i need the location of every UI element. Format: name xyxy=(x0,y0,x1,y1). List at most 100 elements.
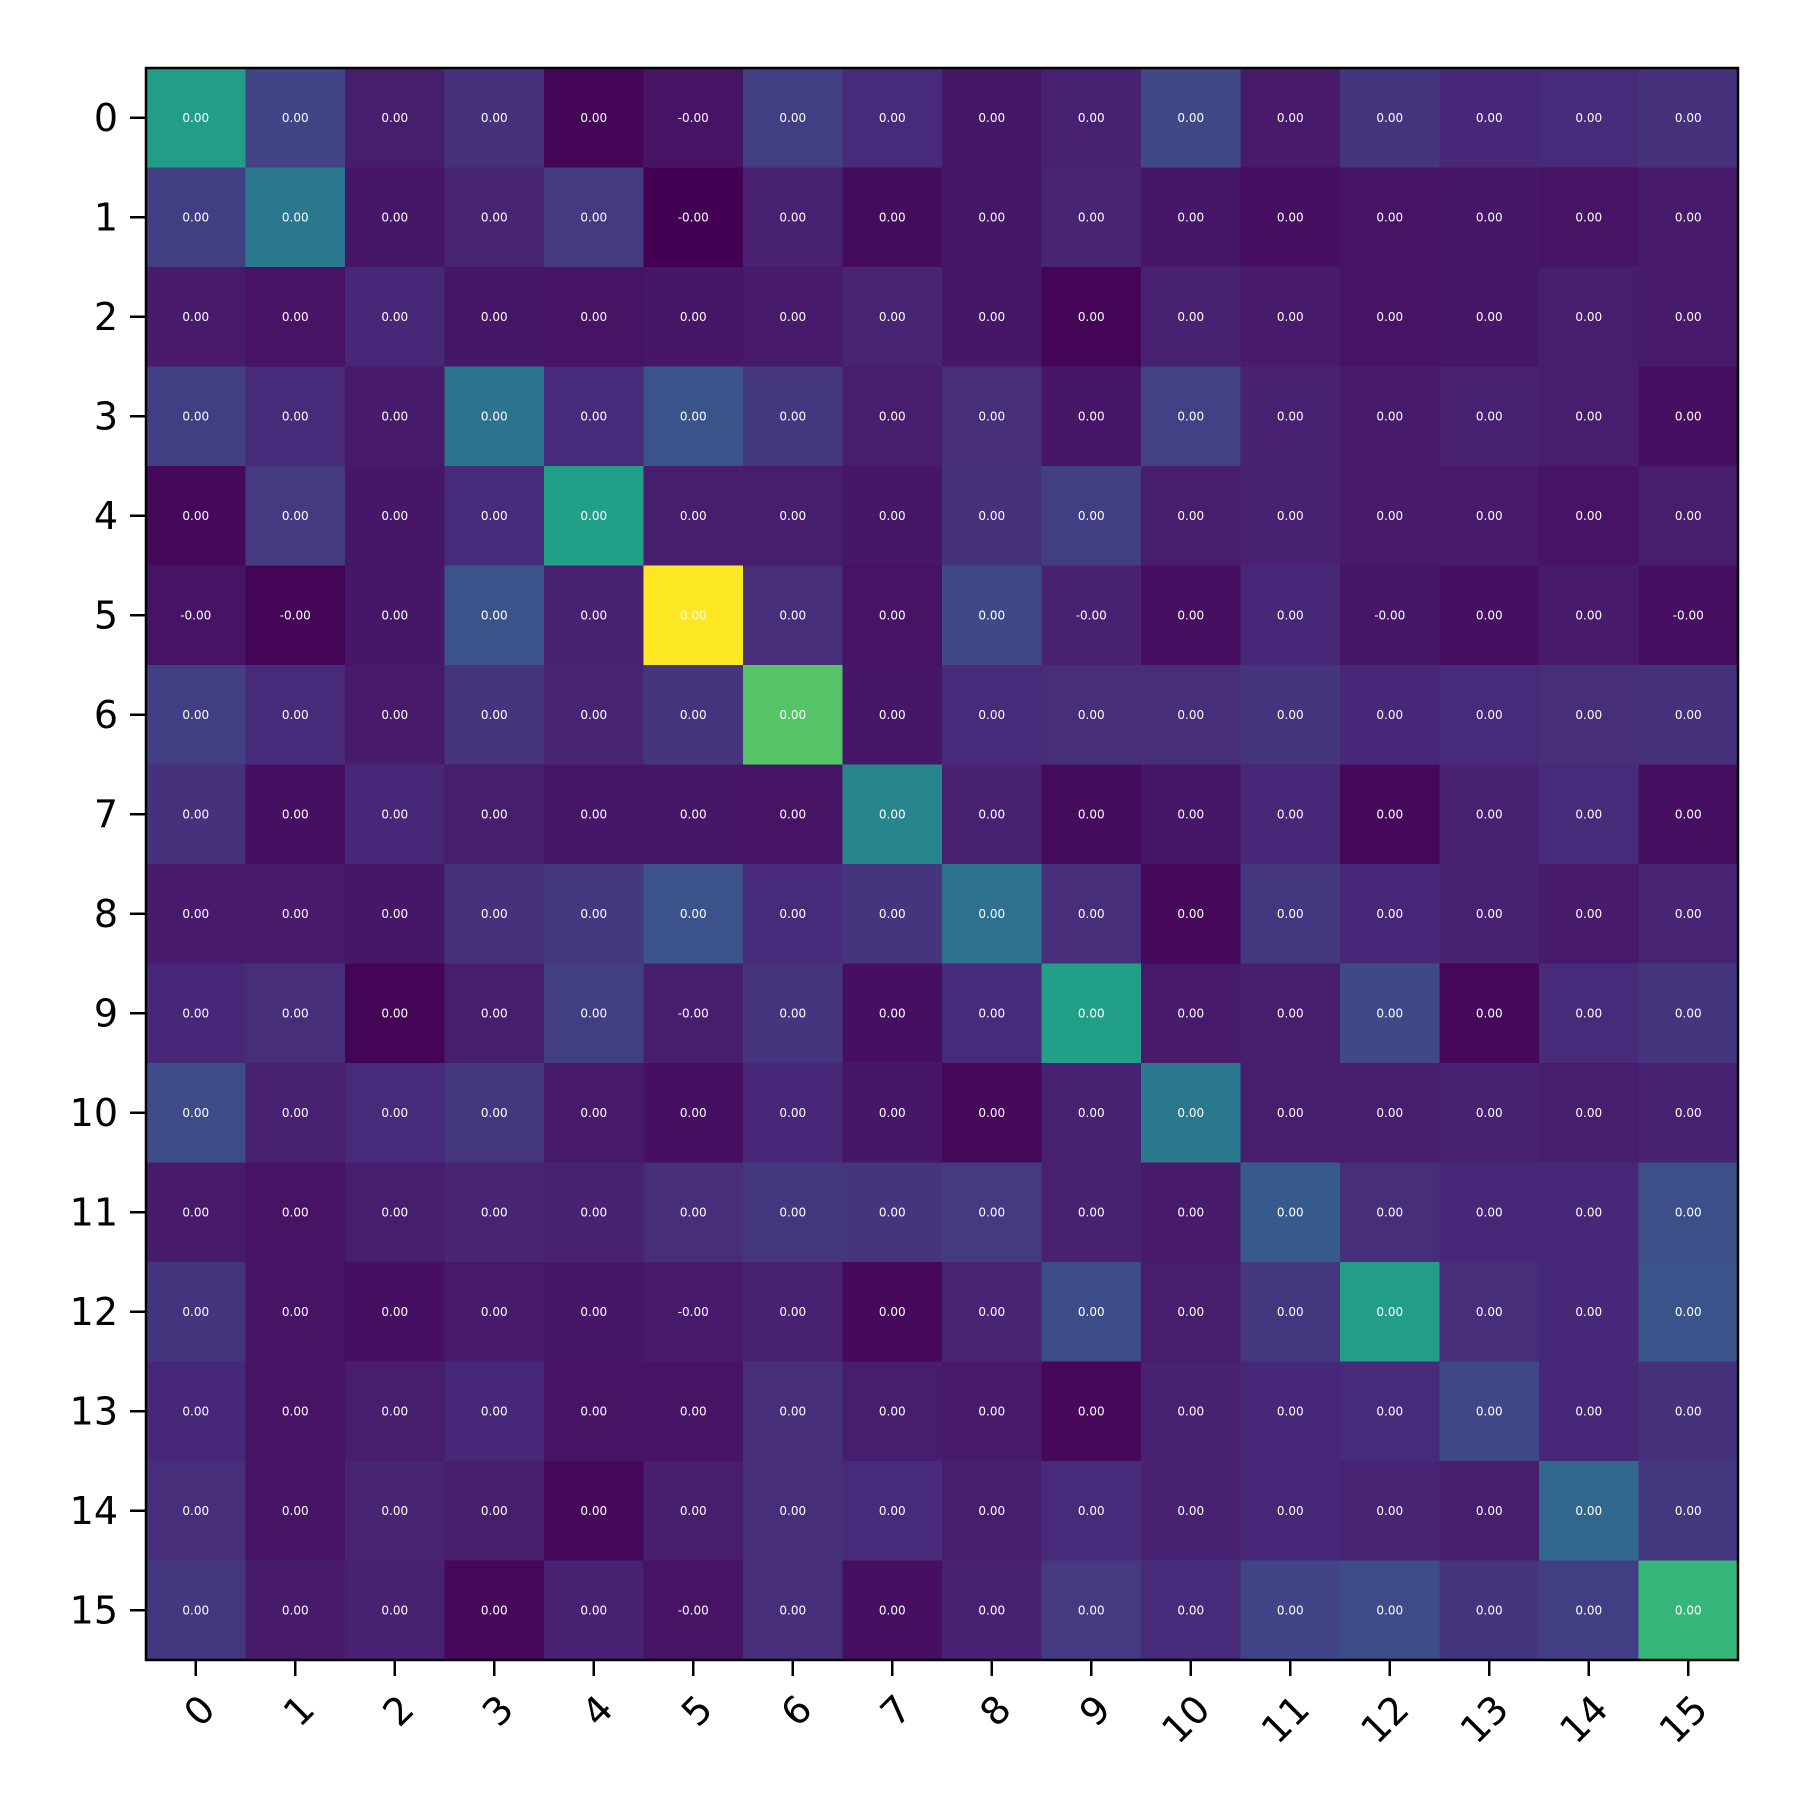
cell-label-3-15: 0.00 xyxy=(1675,409,1702,423)
heatmap-cell-7-11 xyxy=(1240,764,1341,865)
heatmap-cell-6-0 xyxy=(146,665,247,766)
heatmap-cell-8-11 xyxy=(1240,864,1341,965)
heatmap-cell-1-2 xyxy=(345,167,446,268)
cell-label-1-14: 0.00 xyxy=(1575,210,1602,224)
heatmap-cell-15-12 xyxy=(1340,1560,1441,1661)
cell-label-3-4: 0.00 xyxy=(580,409,607,423)
cell-label-2-11: 0.00 xyxy=(1277,310,1304,324)
cell-label-13-15: 0.00 xyxy=(1675,1404,1702,1418)
cell-label-9-4: 0.00 xyxy=(580,1006,607,1020)
cell-label-3-5: 0.00 xyxy=(680,409,707,423)
cell-label-13-6: 0.00 xyxy=(779,1404,806,1418)
cell-label-6-10: 0.00 xyxy=(1177,708,1204,722)
heatmap-cell-4-14 xyxy=(1539,466,1640,567)
heatmap-cell-5-11 xyxy=(1240,565,1341,666)
cell-label-6-6: 0.00 xyxy=(779,708,806,722)
heatmap-cell-9-1 xyxy=(245,963,346,1064)
cell-label-9-8: 0.00 xyxy=(978,1006,1005,1020)
heatmap-cell-1-10 xyxy=(1141,167,1242,268)
heatmap-cell-12-6 xyxy=(743,1262,844,1363)
y-tick-label-5: 5 xyxy=(94,593,118,637)
x-axis: 0 1 2 3 4 5 6 7 8 9 10 11 12 13 14 15 xyxy=(175,1660,1716,1752)
heatmap-cell-7-14 xyxy=(1539,764,1640,865)
heatmap-cell-1-1 xyxy=(245,167,346,268)
cell-label-8-7: 0.00 xyxy=(879,907,906,921)
cell-label-12-2: 0.00 xyxy=(381,1305,408,1319)
heatmap-cell-6-4 xyxy=(544,665,645,766)
heatmap-cell-9-10 xyxy=(1141,963,1242,1064)
cell-label-1-6: 0.00 xyxy=(779,210,806,224)
heatmap-cell-13-8 xyxy=(942,1361,1043,1462)
cell-label-11-3: 0.00 xyxy=(481,1205,508,1219)
heatmap-cell-11-4 xyxy=(544,1162,645,1263)
cell-label-1-10: 0.00 xyxy=(1177,210,1204,224)
heatmap-cell-13-12 xyxy=(1340,1361,1441,1462)
heatmap-cell-9-8 xyxy=(942,963,1043,1064)
heatmap-cell-0-1 xyxy=(245,68,346,169)
heatmap-cell-15-8 xyxy=(942,1560,1043,1661)
cell-label-4-15: 0.00 xyxy=(1675,509,1702,523)
heatmap-cell-7-13 xyxy=(1439,764,1540,865)
heatmap-cell-4-13 xyxy=(1439,466,1540,567)
cell-label-14-15: 0.00 xyxy=(1675,1504,1702,1518)
heatmap-cell-1-7 xyxy=(842,167,943,268)
cell-label-9-2: 0.00 xyxy=(381,1006,408,1020)
cell-label-14-7: 0.00 xyxy=(879,1504,906,1518)
heatmap-cell-0-12 xyxy=(1340,68,1441,169)
cell-label-0-7: 0.00 xyxy=(879,111,906,125)
heatmap-cell-4-8 xyxy=(942,466,1043,567)
cell-label-5-7: 0.00 xyxy=(879,608,906,622)
heatmap-cell-2-7 xyxy=(842,267,943,368)
heatmap-cell-1-4 xyxy=(544,167,645,268)
y-tick-label-2: 2 xyxy=(94,295,118,339)
cell-label-15-13: 0.00 xyxy=(1476,1603,1503,1617)
heatmap-cell-0-4 xyxy=(544,68,645,169)
cell-label-0-6: 0.00 xyxy=(779,111,806,125)
heatmap-cell-2-12 xyxy=(1340,267,1441,368)
heatmap-cell-8-15 xyxy=(1638,864,1739,965)
cell-label-15-9: 0.00 xyxy=(1078,1603,1105,1617)
cell-label-7-15: 0.00 xyxy=(1675,807,1702,821)
cell-label-14-14: 0.00 xyxy=(1575,1504,1602,1518)
cell-label-15-15: 0.00 xyxy=(1675,1603,1702,1617)
heatmap-cell-5-9 xyxy=(1041,565,1142,666)
cell-label-2-15: 0.00 xyxy=(1675,310,1702,324)
heatmap-cell-1-5 xyxy=(643,167,744,268)
heatmap-cell-7-9 xyxy=(1041,764,1142,865)
cell-label-7-1: 0.00 xyxy=(282,807,309,821)
cell-label-10-4: 0.00 xyxy=(580,1106,607,1120)
heatmap-cell-7-4 xyxy=(544,764,645,865)
cell-label-12-11: 0.00 xyxy=(1277,1305,1304,1319)
cell-label-3-8: 0.00 xyxy=(978,409,1005,423)
cell-label-10-6: 0.00 xyxy=(779,1106,806,1120)
cell-label-0-2: 0.00 xyxy=(381,111,408,125)
heatmap-cell-9-15 xyxy=(1638,963,1739,1064)
cell-label-2-8: 0.00 xyxy=(978,310,1005,324)
cell-label-6-12: 0.00 xyxy=(1376,708,1403,722)
heatmap-cell-13-15 xyxy=(1638,1361,1739,1462)
cell-label-2-6: 0.00 xyxy=(779,310,806,324)
heatmap-cell-0-11 xyxy=(1240,68,1341,169)
heatmap-cell-8-14 xyxy=(1539,864,1640,965)
heatmap-cell-4-12 xyxy=(1340,466,1441,567)
cell-label-11-6: 0.00 xyxy=(779,1205,806,1219)
heatmap-cell-0-0 xyxy=(146,68,247,169)
heatmap-cell-5-14 xyxy=(1539,565,1640,666)
heatmap-cell-9-2 xyxy=(345,963,446,1064)
cell-label-15-5: -0.00 xyxy=(678,1603,709,1617)
heatmap-cell-1-14 xyxy=(1539,167,1640,268)
heatmap-cell-11-9 xyxy=(1041,1162,1142,1263)
cell-label-11-7: 0.00 xyxy=(879,1205,906,1219)
x-tick-label-2: 2 xyxy=(374,1687,422,1735)
cell-label-5-11: 0.00 xyxy=(1277,608,1304,622)
heatmap-cell-11-3 xyxy=(444,1162,545,1263)
cell-label-6-11: 0.00 xyxy=(1277,708,1304,722)
cell-label-6-4: 0.00 xyxy=(580,708,607,722)
heatmap-cell-13-6 xyxy=(743,1361,844,1462)
cell-label-5-2: 0.00 xyxy=(381,608,408,622)
heatmap-cell-8-4 xyxy=(544,864,645,965)
cell-label-11-9: 0.00 xyxy=(1078,1205,1105,1219)
heatmap-cell-3-9 xyxy=(1041,366,1142,467)
heatmap-cell-1-13 xyxy=(1439,167,1540,268)
cell-label-4-2: 0.00 xyxy=(381,509,408,523)
